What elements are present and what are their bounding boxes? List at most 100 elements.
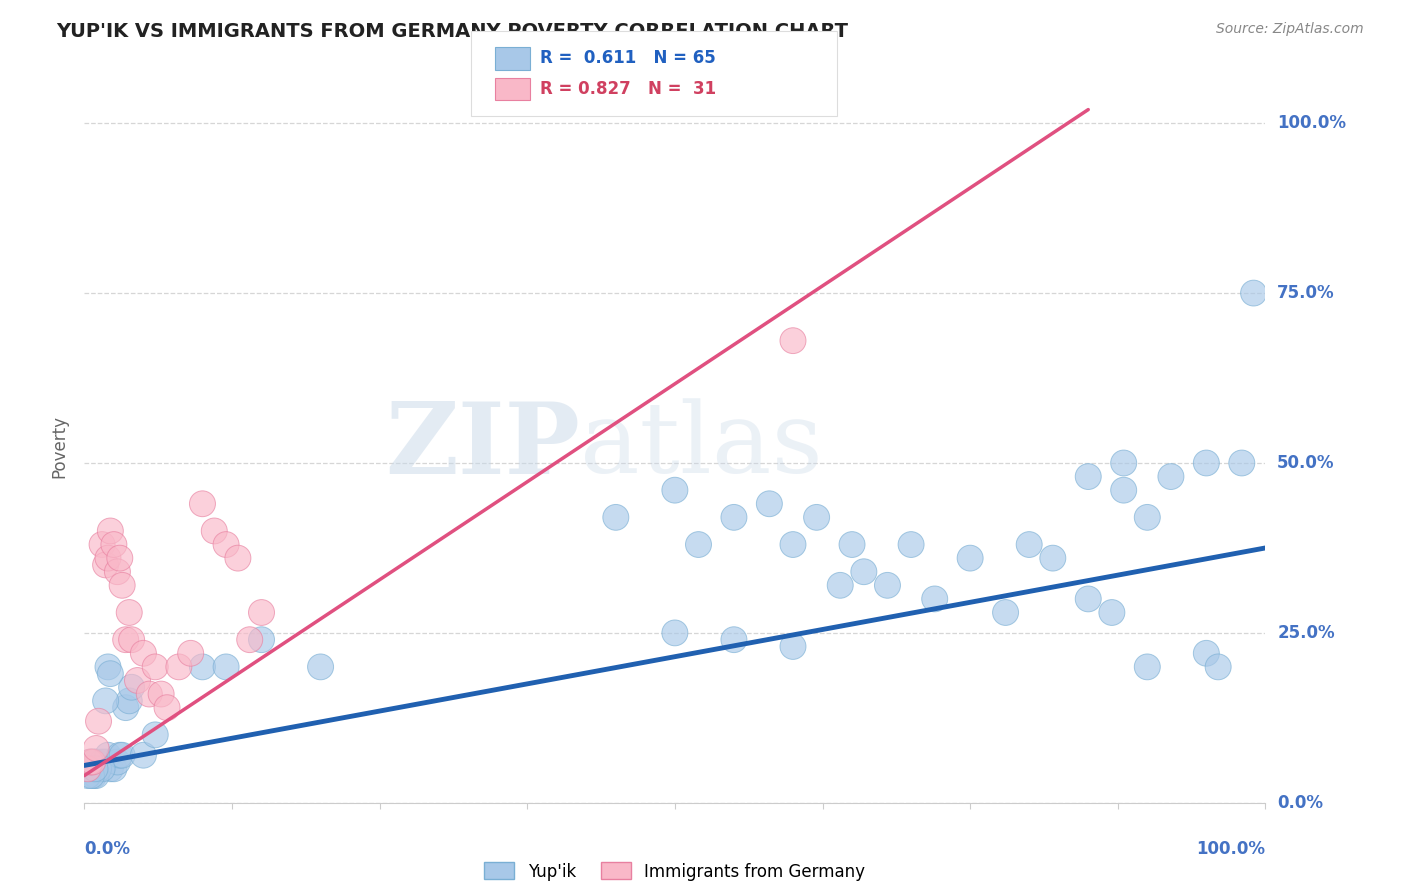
Ellipse shape (96, 742, 121, 768)
Ellipse shape (89, 532, 115, 558)
Text: 100.0%: 100.0% (1277, 114, 1346, 132)
Ellipse shape (148, 681, 174, 707)
Ellipse shape (131, 742, 156, 768)
Ellipse shape (1040, 545, 1066, 571)
Ellipse shape (118, 674, 145, 700)
Ellipse shape (236, 627, 263, 653)
Ellipse shape (77, 749, 103, 775)
Ellipse shape (1229, 450, 1254, 476)
Text: 100.0%: 100.0% (1197, 840, 1265, 858)
Ellipse shape (104, 749, 131, 775)
Ellipse shape (142, 654, 169, 680)
Ellipse shape (96, 654, 121, 680)
Ellipse shape (898, 532, 924, 558)
Ellipse shape (104, 558, 131, 584)
Ellipse shape (93, 749, 118, 775)
Ellipse shape (662, 477, 688, 503)
Ellipse shape (80, 763, 107, 789)
Ellipse shape (80, 749, 107, 775)
Ellipse shape (82, 756, 108, 781)
Ellipse shape (107, 545, 132, 571)
Ellipse shape (1076, 464, 1101, 490)
Ellipse shape (922, 586, 948, 612)
Ellipse shape (75, 756, 101, 781)
Legend: Yup'ik, Immigrants from Germany: Yup'ik, Immigrants from Germany (478, 855, 872, 888)
Ellipse shape (1194, 640, 1219, 666)
Ellipse shape (77, 756, 103, 781)
Ellipse shape (166, 654, 191, 680)
Ellipse shape (201, 518, 228, 544)
Ellipse shape (83, 749, 110, 775)
Ellipse shape (686, 532, 711, 558)
Ellipse shape (756, 491, 782, 516)
Ellipse shape (851, 558, 877, 584)
Ellipse shape (1135, 505, 1160, 530)
Ellipse shape (79, 763, 104, 789)
Ellipse shape (1017, 532, 1042, 558)
Ellipse shape (142, 722, 169, 747)
Ellipse shape (1099, 599, 1125, 625)
Ellipse shape (112, 695, 139, 721)
Ellipse shape (118, 627, 145, 653)
Text: R = 0.827   N =  31: R = 0.827 N = 31 (540, 80, 716, 98)
Ellipse shape (957, 545, 983, 571)
Ellipse shape (780, 327, 806, 353)
Ellipse shape (214, 654, 239, 680)
Ellipse shape (112, 627, 139, 653)
Ellipse shape (721, 505, 747, 530)
Ellipse shape (125, 667, 150, 693)
Ellipse shape (804, 505, 830, 530)
Ellipse shape (780, 633, 806, 659)
Ellipse shape (83, 763, 110, 789)
Ellipse shape (97, 661, 124, 687)
Text: 25.0%: 25.0% (1277, 624, 1334, 642)
Ellipse shape (780, 532, 806, 558)
Ellipse shape (839, 532, 865, 558)
Ellipse shape (155, 695, 180, 721)
Ellipse shape (1111, 450, 1136, 476)
Ellipse shape (875, 573, 900, 599)
Ellipse shape (249, 627, 274, 653)
Text: Source: ZipAtlas.com: Source: ZipAtlas.com (1216, 22, 1364, 37)
Ellipse shape (117, 599, 142, 625)
Ellipse shape (107, 742, 132, 768)
Ellipse shape (86, 708, 111, 734)
Ellipse shape (97, 756, 124, 781)
Ellipse shape (97, 518, 124, 544)
Text: 75.0%: 75.0% (1277, 284, 1334, 302)
Text: 0.0%: 0.0% (84, 840, 131, 858)
Ellipse shape (75, 763, 101, 789)
Ellipse shape (225, 545, 250, 571)
Ellipse shape (101, 756, 127, 781)
Ellipse shape (96, 545, 121, 571)
Text: YUP'IK VS IMMIGRANTS FROM GERMANY POVERTY CORRELATION CHART: YUP'IK VS IMMIGRANTS FROM GERMANY POVERT… (56, 22, 848, 41)
Ellipse shape (721, 627, 747, 653)
Ellipse shape (1135, 654, 1160, 680)
Ellipse shape (1159, 464, 1184, 490)
Ellipse shape (662, 620, 688, 646)
Ellipse shape (1194, 450, 1219, 476)
Ellipse shape (1205, 654, 1232, 680)
Ellipse shape (93, 552, 118, 578)
Text: atlas: atlas (581, 398, 823, 494)
Ellipse shape (80, 749, 105, 775)
Ellipse shape (214, 532, 239, 558)
Ellipse shape (1240, 280, 1267, 306)
Ellipse shape (993, 599, 1018, 625)
Ellipse shape (110, 573, 135, 599)
Ellipse shape (249, 599, 274, 625)
Text: ZIP: ZIP (385, 398, 581, 494)
Ellipse shape (136, 681, 162, 707)
Ellipse shape (110, 742, 135, 768)
Ellipse shape (86, 756, 111, 781)
Ellipse shape (603, 505, 628, 530)
Text: 50.0%: 50.0% (1277, 454, 1334, 472)
Text: R =  0.611   N = 65: R = 0.611 N = 65 (540, 49, 716, 67)
Ellipse shape (131, 640, 156, 666)
Ellipse shape (101, 532, 127, 558)
Ellipse shape (77, 749, 103, 775)
Ellipse shape (1111, 477, 1136, 503)
Ellipse shape (93, 688, 118, 714)
Ellipse shape (1076, 586, 1101, 612)
Ellipse shape (86, 756, 111, 781)
